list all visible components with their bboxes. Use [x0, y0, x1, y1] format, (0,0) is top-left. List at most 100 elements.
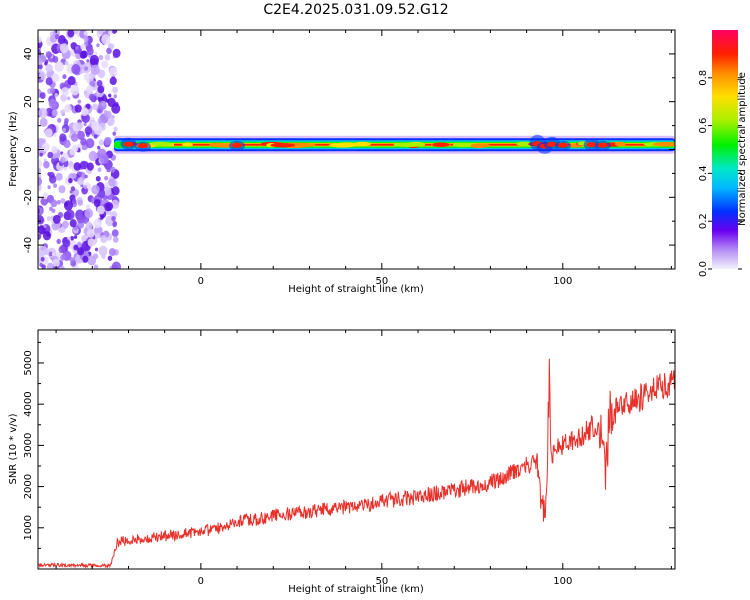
noise-speckle	[93, 124, 103, 135]
noise-speckle	[108, 178, 116, 187]
noise-speckle	[106, 167, 111, 173]
colorbar: 0.0 0.2 0.4 0.6 0.8 Normalized spectral ampl…	[698, 30, 748, 277]
noise-speckle	[58, 185, 66, 194]
spectrogram-panel: 0 50 100 -40 -20 0 20 40 Height of straight lin…	[8, 29, 676, 295]
noise-speckle	[109, 43, 115, 50]
noise-speckle	[112, 86, 119, 94]
noise-speckle	[73, 162, 82, 171]
noise-speckle	[63, 200, 73, 211]
noise-speckle	[51, 109, 58, 117]
noise-speckle	[46, 216, 51, 221]
noise-speckle	[83, 30, 88, 36]
noise-speckle	[48, 98, 58, 109]
noise-speckle	[80, 137, 87, 146]
noise-speckle	[70, 235, 75, 241]
noise-speckle	[38, 167, 42, 173]
noise-speckle	[42, 231, 52, 241]
noise-speckle	[97, 167, 102, 173]
noise-speckle	[79, 50, 87, 59]
noise-speckle	[67, 76, 76, 86]
noise-speckle	[64, 104, 72, 113]
snr-y-tick-label: 3000	[23, 433, 34, 458]
snr-y-tick-label: 5000	[23, 350, 34, 375]
noise-speckle	[48, 251, 53, 257]
noise-speckle	[92, 103, 98, 111]
noise-speckle	[94, 225, 103, 236]
noise-speckle	[69, 219, 77, 228]
snr-series-line	[38, 358, 675, 569]
noise-speckle	[77, 99, 82, 104]
noise-speckle	[59, 133, 67, 142]
noise-speckle	[101, 100, 106, 107]
spectrogram-ticks: 0 50 100 -40 -20 0 20 40	[23, 29, 675, 287]
noise-speckle	[108, 93, 112, 98]
noise-speckle	[111, 229, 119, 238]
noise-speckle	[67, 30, 75, 38]
band-blob	[432, 142, 450, 147]
noise-speckle	[65, 209, 75, 221]
noise-speckle	[57, 37, 64, 45]
noise-speckle	[51, 73, 60, 83]
band-blob	[354, 141, 371, 147]
spectrogram-y-label: Frequency (Hz)	[8, 111, 19, 187]
noise-speckle	[111, 186, 120, 196]
noise-speckle	[47, 171, 51, 177]
noise-speckle	[39, 92, 46, 99]
noise-speckle	[62, 127, 66, 133]
colorbar-tick-label: 0.2	[698, 213, 709, 229]
spectrogram-y-tick-label: 0	[23, 146, 34, 152]
band-blob	[652, 142, 675, 147]
band-disturbance-core	[546, 141, 557, 147]
noise-speckle	[88, 151, 98, 162]
spectrogram-x-tick-label: 0	[198, 276, 204, 287]
noise-speckle	[46, 262, 54, 269]
noise-speckle	[53, 133, 57, 137]
noise-speckle	[38, 107, 48, 119]
noise-speckle	[93, 68, 97, 72]
band-disturbance-core	[137, 143, 148, 149]
noise-speckle	[60, 94, 67, 102]
noise-speckle	[96, 205, 105, 215]
noise-speckle	[79, 161, 87, 170]
noise-speckle	[63, 166, 68, 171]
noise-speckle	[60, 198, 66, 204]
spectrogram-x-tick-label: 50	[375, 276, 388, 287]
noise-speckle	[82, 255, 89, 263]
noise-speckle	[101, 60, 109, 69]
noise-speckle	[87, 238, 96, 247]
noise-speckle	[104, 182, 109, 187]
noise-speckle	[64, 60, 69, 66]
snr-plot-area	[38, 330, 675, 569]
spectrogram-x-label: Height of straight line (km)	[288, 284, 424, 295]
spectrogram-signal-band	[114, 134, 675, 154]
noise-speckle	[56, 200, 61, 205]
noise-speckle	[76, 122, 84, 130]
noise-speckle	[63, 139, 71, 149]
noise-speckle	[85, 221, 93, 230]
colorbar-tick-label: 0.0	[698, 261, 709, 277]
noise-speckle	[97, 30, 105, 35]
noise-speckle	[70, 186, 76, 192]
noise-speckle	[93, 264, 99, 269]
noise-speckle	[93, 51, 98, 56]
noise-speckle	[113, 94, 118, 99]
noise-speckle	[86, 59, 90, 63]
noise-speckle	[69, 190, 73, 194]
noise-speckle	[84, 174, 88, 179]
band-blob	[270, 143, 296, 148]
noise-speckle	[52, 214, 61, 224]
noise-speckle	[110, 166, 116, 173]
noise-speckle	[96, 43, 100, 48]
noise-speckle	[86, 228, 95, 238]
noise-speckle	[84, 208, 94, 219]
spectrogram-y-tick-label: 40	[23, 48, 34, 61]
noise-speckle	[111, 103, 121, 114]
noise-speckle	[73, 235, 78, 239]
noise-speckle	[112, 236, 119, 243]
noise-speckle	[112, 48, 121, 58]
colorbar-ticks: 0.0 0.2 0.4 0.6 0.8	[698, 70, 742, 277]
noise-speckle	[54, 61, 64, 73]
noise-speckle	[40, 256, 45, 262]
noise-speckle	[94, 247, 99, 252]
